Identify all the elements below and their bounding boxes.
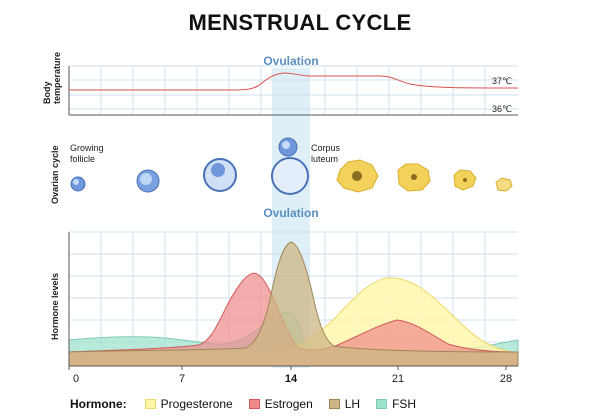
ovarian-panel: Ovarian cycle Growing follicle Corpus lu…: [50, 137, 513, 204]
corpus-luteum-2: [397, 163, 431, 192]
legend-swatch-fsh: [376, 399, 388, 409]
legend-label-estrogen: Estrogen: [264, 397, 313, 411]
day-label-21: 21: [392, 373, 404, 385]
day-label-7: 7: [179, 373, 185, 385]
temperature-panel: 37℃ 36℃ Bodytemperature: [42, 52, 519, 116]
ovulation-label-mid: Ovulation: [263, 206, 318, 220]
temperature-low-label: 36℃: [492, 104, 512, 114]
legend-label-fsh: FSH: [392, 397, 417, 411]
corpus-luteum-4: [495, 177, 513, 192]
hormone-panel: 0 7 14 21 28 Hormone levels: [50, 231, 519, 385]
ovulation-label-top: Ovulation: [263, 54, 318, 68]
follicle-medium: [136, 169, 160, 193]
legend: Hormone: Progesterone Estrogen LH FSH: [70, 396, 432, 412]
hormone-axis-label: Hormone levels: [50, 273, 60, 340]
follicle-ovulating: [271, 137, 309, 195]
page-title: MENSTRUAL CYCLE: [188, 10, 412, 35]
growing-follicle-label-line2: follicle: [70, 154, 95, 164]
legend-item-fsh: FSH: [376, 397, 416, 411]
corpus-luteum-label: Corpus luteum: [311, 143, 343, 164]
corpus-luteum-3: [453, 169, 477, 191]
corpus-luteum-1: [336, 159, 379, 193]
growing-follicle-label-line1: Growing: [70, 143, 104, 153]
legend-item-lh: LH: [328, 397, 361, 411]
ovarian-axis-label: Ovarian cycle: [50, 145, 60, 204]
day-label-28: 28: [500, 373, 512, 385]
corpus-luteum-label-line1: Corpus: [311, 143, 341, 153]
temperature-line: [69, 72, 519, 91]
legend-swatch-progesterone: [144, 399, 156, 409]
day-ticks: [68, 366, 507, 370]
growing-follicle-label: Growing follicle: [70, 143, 106, 164]
legend-label-lh: LH: [344, 397, 361, 411]
corpus-luteum-label-line2: luteum: [311, 154, 338, 164]
legend-title: Hormone:: [70, 397, 127, 411]
legend-swatch-lh: [328, 399, 340, 409]
legend-label-progesterone: Progesterone: [160, 397, 233, 411]
legend-item-estrogen: Estrogen: [248, 397, 313, 411]
day-label-0: 0: [73, 373, 79, 385]
follicle-large: [203, 158, 237, 192]
legend-item-progesterone: Progesterone: [144, 397, 233, 411]
temperature-high-label: 37℃: [492, 76, 512, 86]
lh-curve: [68, 241, 519, 367]
day-label-14: 14: [285, 373, 298, 385]
temperature-axis-label: Bodytemperature: [42, 52, 62, 104]
follicle-small: [70, 176, 86, 192]
legend-swatch-estrogen: [248, 399, 260, 409]
